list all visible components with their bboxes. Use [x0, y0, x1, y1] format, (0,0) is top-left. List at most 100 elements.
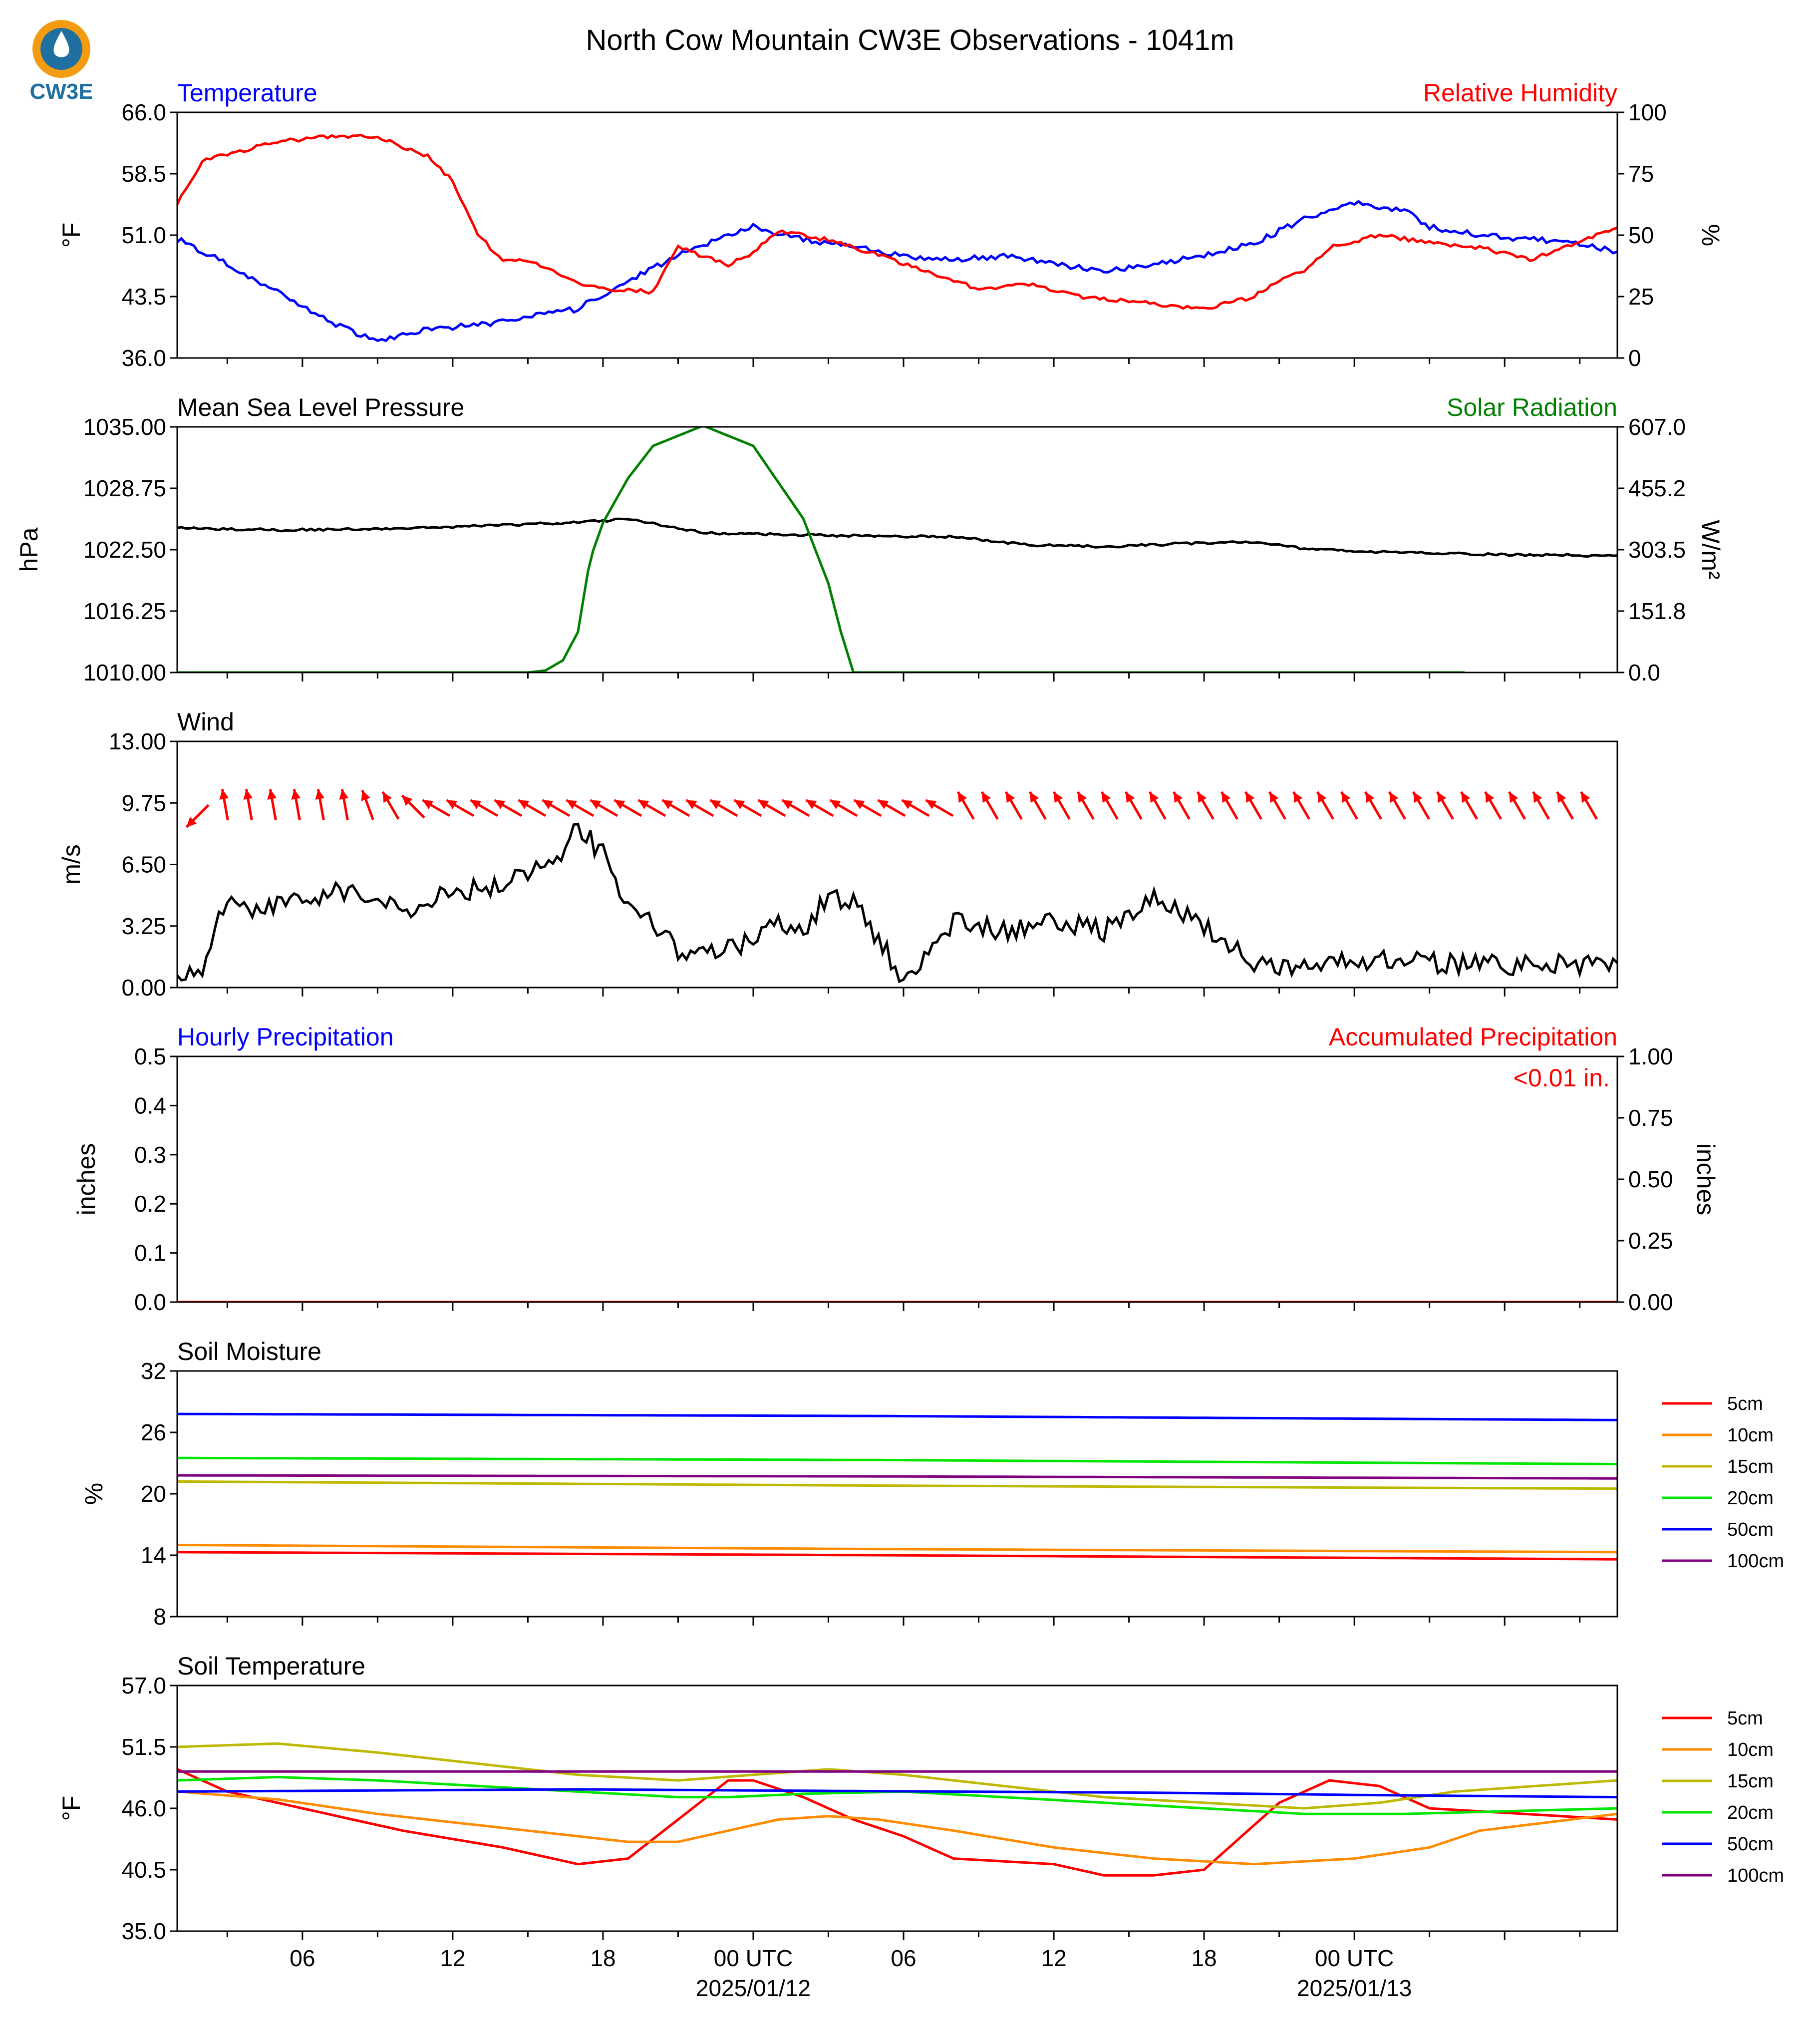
panel-title: Hourly Precipitation	[177, 1023, 394, 1051]
wind-arrow-head	[854, 800, 865, 809]
y-right-tick-label: 0.50	[1628, 1166, 1673, 1192]
panel-title: Mean Sea Level Pressure	[177, 393, 464, 421]
wind-arrow-head	[291, 789, 301, 800]
y-tick-label: 1016.25	[83, 598, 166, 624]
wind-arrow-head	[1437, 792, 1447, 803]
y-right-axis-label: inches	[1692, 1143, 1720, 1216]
legend-label: 5cm	[1727, 1393, 1763, 1414]
y-tick-label: 26	[141, 1419, 166, 1445]
panel-frame	[176, 1055, 1618, 1303]
wind-arrow-head	[1102, 792, 1111, 803]
panel-frame	[176, 426, 1618, 674]
panel-frame	[176, 111, 1618, 359]
wind-arrow-head	[518, 800, 530, 809]
y-tick-label: 20	[141, 1481, 166, 1507]
x-tick-label: 12	[440, 1945, 465, 1971]
legend-label: 15cm	[1727, 1771, 1774, 1792]
legend-label: 20cm	[1727, 1802, 1774, 1823]
panel-title: Wind	[177, 708, 234, 736]
y-tick-label: 40.5	[121, 1857, 166, 1883]
y-axis-label: %	[80, 1483, 108, 1505]
panel-right-title: Accumulated Precipitation	[1329, 1023, 1617, 1051]
legend-label: 100cm	[1727, 1865, 1784, 1886]
wind-arrow-head	[1198, 792, 1207, 803]
drop-icon	[53, 31, 69, 57]
y-tick-label: 1028.75	[83, 475, 166, 501]
wind-arrow-head	[806, 800, 817, 809]
wind-arrow-head	[361, 790, 370, 801]
wind-arrow-head	[566, 800, 578, 809]
figure-title: North Cow Mountain CW3E Observations - 1…	[586, 24, 1234, 56]
logo-text: CW3E	[29, 79, 93, 104]
series-line-50cm	[177, 1412, 1617, 1421]
wind-arrow-head	[422, 800, 434, 809]
wind-arrow-head	[470, 800, 482, 809]
wind-arrow-head	[1533, 792, 1542, 803]
x-tick-label: 06	[290, 1945, 315, 1971]
wind-arrow-head	[494, 800, 506, 809]
series-line-1-1	[177, 427, 1465, 673]
wind-arrow-head	[315, 789, 325, 800]
series-line-15cm	[177, 1480, 1617, 1490]
y-right-tick-label: 0.75	[1628, 1105, 1673, 1131]
panel-frame	[176, 740, 1618, 989]
wind-arrow-head	[339, 789, 349, 800]
y-tick-label: 6.50	[121, 852, 166, 878]
wind-arrow-head	[758, 800, 769, 809]
wind-arrow-head	[958, 792, 967, 803]
wind-arrow-head	[662, 800, 673, 809]
series-line-1-0	[177, 517, 1617, 558]
y-right-tick-label: 0.0	[1628, 660, 1660, 685]
y-axis-label: °F	[57, 1796, 85, 1821]
y-right-axis-label: W/m²	[1697, 520, 1725, 579]
y-right-tick-label: 25	[1628, 284, 1654, 310]
wind-arrow-head	[1030, 792, 1039, 803]
panel-5: Soil Moisture 8 14 20 26 32% 5cm 10cm 15cm 20cm 50…	[80, 1338, 1784, 1630]
wind-arrow-head	[219, 789, 229, 800]
x-tick-label: 06	[891, 1945, 916, 1971]
wind-arrow-head	[1006, 792, 1015, 803]
y-tick-label: 3.25	[121, 913, 166, 939]
y-right-tick-label: 50	[1628, 222, 1654, 248]
y-tick-label: 57.0	[121, 1673, 166, 1698]
y-right-tick-label: 100	[1628, 99, 1667, 125]
panel-title: Soil Temperature	[177, 1652, 365, 1680]
series-line-20cm	[177, 1456, 1617, 1466]
series-line-10cm	[177, 1544, 1617, 1554]
legend-label: 100cm	[1727, 1551, 1784, 1572]
y-tick-label: 43.5	[121, 284, 166, 310]
x-tick-label: 12	[1041, 1945, 1067, 1971]
panel-frame	[176, 1685, 1618, 1932]
y-right-tick-label: 75	[1628, 161, 1654, 187]
y-right-tick-label: 0.00	[1628, 1289, 1673, 1315]
wind-arrow-head	[243, 789, 253, 800]
y-tick-label: 0.4	[134, 1092, 166, 1118]
wind-arrow-head	[542, 800, 554, 809]
wind-arrow-head	[925, 800, 937, 809]
wind-arrow-head	[590, 800, 602, 809]
legend-label: 50cm	[1727, 1834, 1774, 1855]
wind-arrow-head	[1293, 792, 1303, 803]
y-right-tick-label: 455.2	[1628, 475, 1686, 501]
wind-arrow-head	[830, 800, 841, 809]
wind-arrow-head	[710, 800, 721, 809]
wind-arrow-head	[902, 800, 913, 809]
wind-arrow-head	[734, 800, 745, 809]
y-tick-label: 1035.00	[83, 414, 166, 440]
y-tick-label: 0.5	[134, 1043, 166, 1069]
panel-right-title: Relative Humidity	[1423, 79, 1617, 107]
wind-arrow-head	[982, 792, 991, 803]
y-tick-label: 46.0	[121, 1795, 166, 1821]
series-line-50cm	[177, 1788, 1617, 1799]
legend-label: 20cm	[1727, 1488, 1774, 1509]
panel-right-title: Solar Radiation	[1447, 393, 1617, 421]
series-line-15cm	[177, 1742, 1617, 1810]
wind-arrow-head	[446, 800, 458, 809]
y-axis-label: m/s	[57, 844, 85, 885]
y-tick-label: 0.00	[121, 975, 166, 1001]
y-right-tick-label: 607.0	[1628, 414, 1686, 440]
legend-label: 5cm	[1727, 1708, 1763, 1729]
wind-arrow-head	[614, 800, 625, 809]
wind-arrow-head	[1054, 792, 1063, 803]
panel-4: Hourly Precipitation Accumulated Precipit…	[72, 1023, 1720, 1315]
